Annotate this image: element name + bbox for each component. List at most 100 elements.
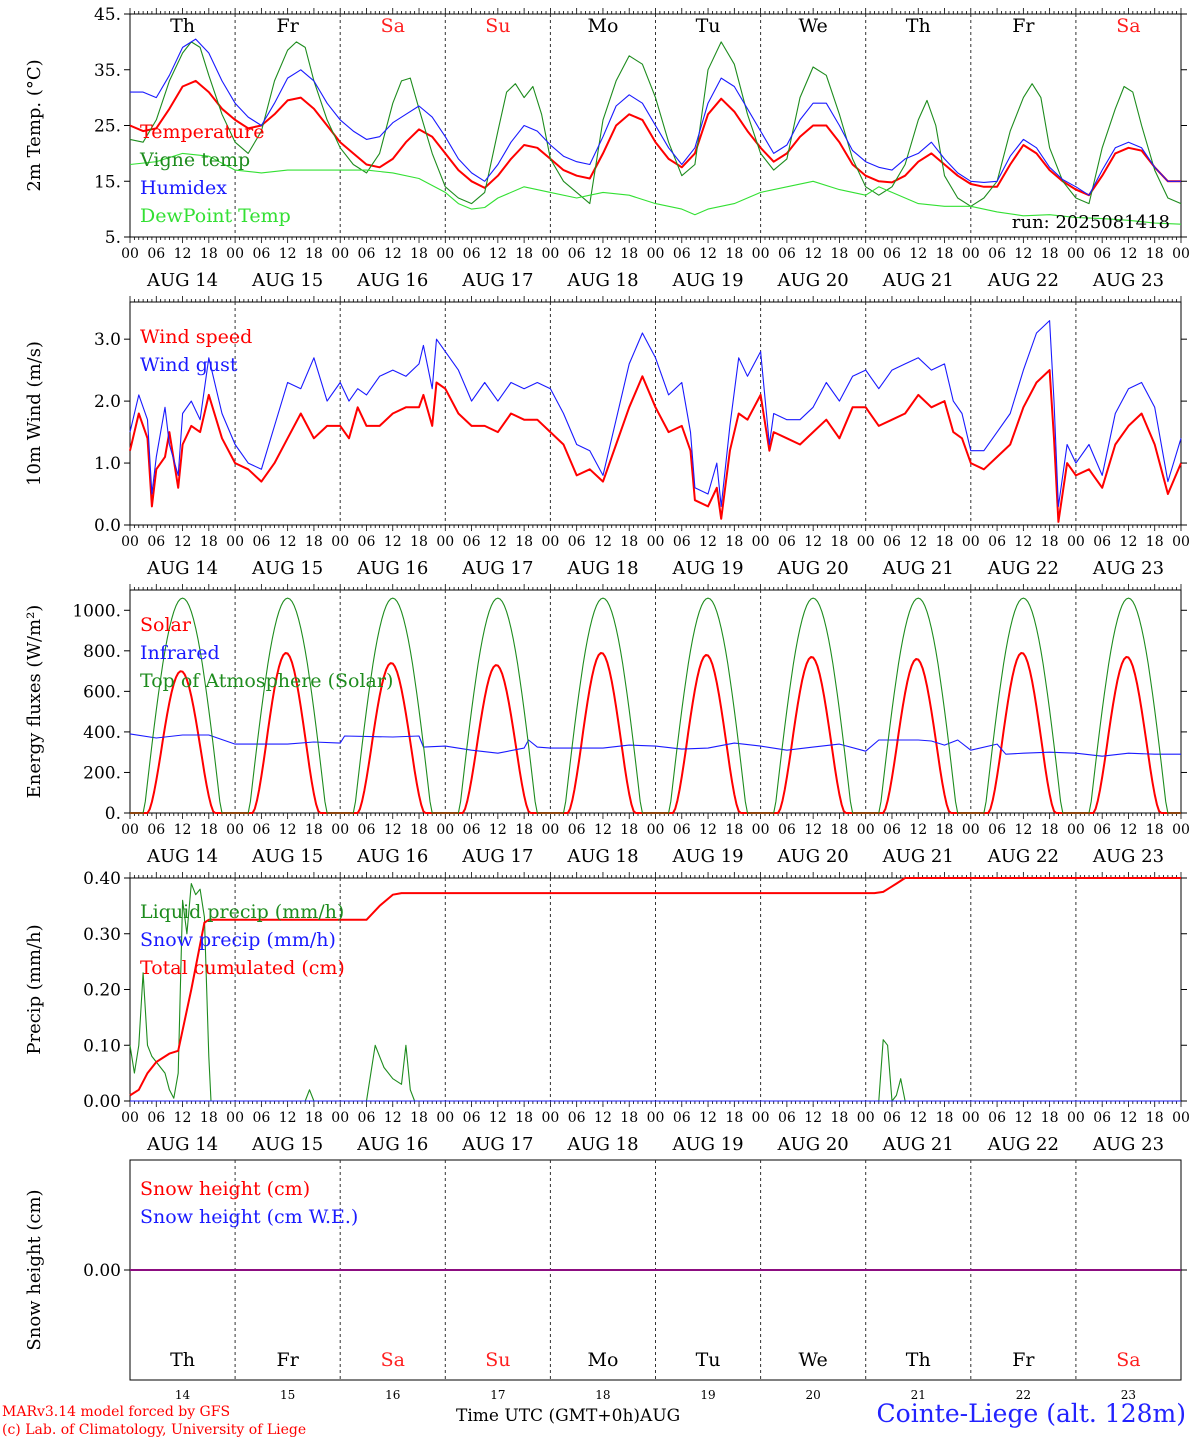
legend-entry: DewPoint Temp <box>140 205 291 227</box>
hour-tick-label: 00 <box>121 1110 139 1126</box>
hour-tick-label: 06 <box>1093 534 1111 550</box>
hour-tick-label: 18 <box>831 822 849 838</box>
hour-tick-label: 00 <box>962 534 980 550</box>
y-tick-label: 0.30 <box>83 925 121 945</box>
hour-tick-label: 00 <box>331 1110 349 1126</box>
hour-tick-label: 12 <box>384 246 402 262</box>
hour-tick-label: 00 <box>226 822 244 838</box>
hour-tick-label: 18 <box>1146 822 1164 838</box>
day-date-label: AUG 14 <box>146 270 218 291</box>
day-date-label: AUG 21 <box>882 846 954 867</box>
hour-tick-label: 12 <box>804 246 822 262</box>
day-date-label: AUG 21 <box>882 270 954 291</box>
hour-tick-label: 00 <box>436 534 454 550</box>
hour-tick-label: 00 <box>857 1110 875 1126</box>
hour-tick-label: 00 <box>1172 822 1190 838</box>
hour-tick-label: 18 <box>725 1110 743 1126</box>
hour-tick-label: 06 <box>358 534 376 550</box>
y-axis-label: Energy fluxes (W/m²) <box>24 605 45 799</box>
weekday-label-bottom: Mo <box>587 1349 618 1371</box>
hour-tick-label: 06 <box>778 822 796 838</box>
time-axis-label: Time UTC (GMT+0h)AUG <box>456 1406 680 1426</box>
day-number-label: 16 <box>385 1388 400 1402</box>
hour-tick-label: 12 <box>1014 534 1032 550</box>
day-date-label: AUG 17 <box>461 558 533 579</box>
hour-tick-label: 00 <box>541 246 559 262</box>
hour-tick-label: 00 <box>857 822 875 838</box>
hour-tick-label: 18 <box>410 534 428 550</box>
panel-3 <box>124 584 1187 819</box>
hour-tick-label: 00 <box>541 534 559 550</box>
hour-tick-label: 18 <box>1146 1110 1164 1126</box>
day-date-label: AUG 17 <box>461 846 533 867</box>
hour-tick-label: 00 <box>752 246 770 262</box>
y-tick-label: 5. <box>105 228 121 248</box>
hour-tick-label: 12 <box>1120 822 1138 838</box>
weekday-label-top: Mo <box>587 15 618 37</box>
hour-tick-label: 18 <box>1041 534 1059 550</box>
day-date-label: AUG 18 <box>566 1134 638 1155</box>
weekday-label-bottom: Tu <box>696 1349 721 1371</box>
hour-tick-label: 06 <box>778 534 796 550</box>
hour-tick-label: 12 <box>489 534 507 550</box>
hour-tick-label: 06 <box>358 1110 376 1126</box>
day-number-label: 15 <box>280 1388 295 1402</box>
hour-tick-label: 06 <box>147 246 165 262</box>
hour-tick-label: 06 <box>252 534 270 550</box>
legend-entry: Snow precip (mm/h) <box>140 929 336 951</box>
y-axis-label: Snow height (cm) <box>24 1189 45 1350</box>
legend-entry: Wind speed <box>140 326 252 348</box>
hour-tick-label: 06 <box>988 246 1006 262</box>
legend-entry: Humidex <box>140 177 227 199</box>
day-date-label: AUG 20 <box>777 270 849 291</box>
hour-tick-label: 12 <box>279 822 297 838</box>
hour-tick-label: 18 <box>200 1110 218 1126</box>
weekday-label-bottom: Sa <box>381 1349 405 1371</box>
hour-tick-label: 18 <box>831 534 849 550</box>
y-tick-label: 2.0 <box>94 392 121 412</box>
weekday-label-top: Tu <box>696 15 721 37</box>
day-date-label: AUG 19 <box>671 558 743 579</box>
hour-tick-label: 12 <box>384 1110 402 1126</box>
day-date-label: AUG 23 <box>1092 558 1164 579</box>
hour-tick-label: 18 <box>831 1110 849 1126</box>
weekday-label-top: Th <box>906 15 931 37</box>
hour-tick-label: 18 <box>200 534 218 550</box>
hour-tick-label: 06 <box>988 1110 1006 1126</box>
month-label: AUG <box>640 1406 681 1426</box>
hour-tick-label: 00 <box>121 534 139 550</box>
hour-tick-label: 18 <box>200 822 218 838</box>
panel-5 <box>124 1159 1187 1381</box>
hour-tick-label: 18 <box>1146 534 1164 550</box>
hour-tick-label: 06 <box>358 822 376 838</box>
hour-tick-label: 00 <box>1067 822 1085 838</box>
hour-tick-label: 12 <box>804 534 822 550</box>
hour-tick-label: 00 <box>1067 1110 1085 1126</box>
hour-tick-label: 12 <box>909 534 927 550</box>
hour-tick-label: 12 <box>174 822 192 838</box>
hour-tick-label: 12 <box>909 822 927 838</box>
hour-tick-label: 06 <box>568 246 586 262</box>
hour-tick-label: 06 <box>1093 822 1111 838</box>
hour-tick-label: 18 <box>831 246 849 262</box>
day-date-label: AUG 16 <box>356 846 428 867</box>
hour-tick-label: 06 <box>673 246 691 262</box>
hour-tick-label: 12 <box>174 246 192 262</box>
y-tick-label: 400. <box>83 723 121 743</box>
day-number-label: 22 <box>1016 1388 1031 1402</box>
hour-tick-label: 12 <box>1014 1110 1032 1126</box>
hour-tick-label: 12 <box>804 822 822 838</box>
y-axis-label: 10m Wind (m/s) <box>24 341 45 486</box>
hour-tick-label: 12 <box>489 1110 507 1126</box>
hour-tick-label: 00 <box>1172 534 1190 550</box>
y-tick-label: 0.10 <box>83 1036 121 1056</box>
series-wind-speed <box>129 369 1182 523</box>
hour-tick-label: 00 <box>331 822 349 838</box>
hour-tick-label: 06 <box>568 822 586 838</box>
hour-tick-label: 18 <box>410 246 428 262</box>
day-date-label: AUG 15 <box>251 1134 323 1155</box>
hour-tick-label: 00 <box>647 246 665 262</box>
hour-tick-label: 06 <box>883 822 901 838</box>
hour-tick-label: 06 <box>463 822 481 838</box>
